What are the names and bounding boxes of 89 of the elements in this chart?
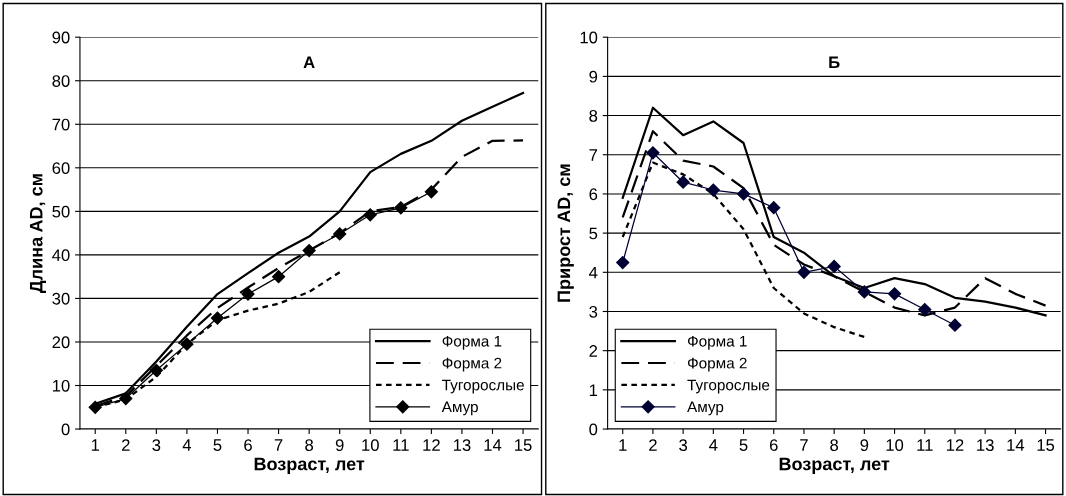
y-tick-label: 2 xyxy=(589,345,598,357)
x-tick-label: 15 xyxy=(515,439,532,451)
point xyxy=(394,201,408,215)
x-tick-label: 2 xyxy=(649,439,657,451)
legend-label: Тугорослые xyxy=(687,379,770,394)
x-tick-label: 13 xyxy=(453,439,471,451)
point xyxy=(676,175,690,189)
y-tick-label: 70 xyxy=(52,118,70,131)
y-tick-label: 10 xyxy=(580,31,598,44)
point xyxy=(948,318,962,332)
legend-label: Амур xyxy=(441,401,478,416)
point xyxy=(271,270,286,284)
legend-label: Форма 1 xyxy=(442,335,502,350)
point xyxy=(241,287,255,301)
y-axis-title: Длина AD, см xyxy=(29,174,46,294)
point xyxy=(149,363,163,377)
y-tick-label: 40 xyxy=(52,249,70,262)
y-tick-label: 90 xyxy=(52,31,70,44)
x-tick-label: 5 xyxy=(213,439,222,451)
text: А xyxy=(303,56,315,69)
x-tick-label: 8 xyxy=(830,439,839,451)
x-tick-label: 7 xyxy=(274,439,283,451)
x-tick-label: 12 xyxy=(946,439,964,451)
x-tick-label: 14 xyxy=(484,439,502,451)
point xyxy=(616,255,630,270)
x-tick-label: 11 xyxy=(393,439,409,451)
point xyxy=(88,400,102,414)
y-tick-label: 0 xyxy=(589,423,598,436)
point xyxy=(333,227,347,241)
y-tick-label: 80 xyxy=(52,75,70,87)
x-tick-label: 9 xyxy=(335,439,344,451)
y-tick-label: 7 xyxy=(589,149,598,161)
x-tick-label: 6 xyxy=(769,439,778,451)
y-tick-label: 60 xyxy=(52,162,70,175)
x-tick-label: 15 xyxy=(1037,439,1055,451)
point xyxy=(736,187,751,201)
point xyxy=(857,285,871,299)
point xyxy=(119,391,133,406)
x-tick-label: 8 xyxy=(305,439,314,451)
point xyxy=(827,259,841,274)
legend-label: Тугорослые xyxy=(442,379,524,394)
point xyxy=(180,337,194,351)
y-tick-label: 10 xyxy=(52,379,70,392)
y-axis-title: Прирост AD, см xyxy=(557,164,574,302)
x-tick-label: 11 xyxy=(917,439,933,451)
x-tick-label: 1 xyxy=(91,439,100,451)
x-tick-label: 9 xyxy=(860,439,869,451)
y-tick-label: 6 xyxy=(589,188,598,201)
x-tick-label: 6 xyxy=(244,439,252,451)
x-tick-label: 1 xyxy=(619,439,627,451)
point xyxy=(302,243,316,258)
y-tick-label: 9 xyxy=(589,70,598,83)
point xyxy=(424,185,438,199)
point xyxy=(646,146,660,160)
legend-label: Форма 2 xyxy=(442,357,502,372)
y-tick-label: 5 xyxy=(589,227,598,240)
y-tick-label: 3 xyxy=(589,305,598,318)
point xyxy=(706,183,720,197)
point xyxy=(887,287,902,301)
x-tick-label: 4 xyxy=(709,439,718,451)
y-tick-label: 4 xyxy=(589,266,598,279)
y-tick-label: 30 xyxy=(52,292,70,305)
x-tick-label: 3 xyxy=(679,439,688,451)
x-tick-label: 5 xyxy=(739,439,748,451)
legend-label: Амур xyxy=(687,401,724,416)
x-tick-label: 14 xyxy=(1007,439,1025,451)
x-tick-label: 10 xyxy=(886,439,904,451)
x-tick-label: 12 xyxy=(423,439,440,451)
y-tick-label: 50 xyxy=(52,205,70,218)
y-tick-label: 1 xyxy=(589,384,598,396)
point xyxy=(210,311,225,325)
point xyxy=(363,208,377,222)
point xyxy=(767,201,781,215)
y-tick-label: 0 xyxy=(61,423,70,436)
point xyxy=(918,302,932,317)
legend-label: Форма 1 xyxy=(687,335,747,350)
x-tick-label: 10 xyxy=(362,439,379,451)
legend-label: Форма 2 xyxy=(687,357,747,372)
x-tick-label: 4 xyxy=(182,439,192,451)
x-tick-label: 13 xyxy=(977,439,994,451)
x-tick-label: 7 xyxy=(800,439,808,451)
x-axis-title: Возраст, лет xyxy=(254,457,365,474)
y-tick-label: 20 xyxy=(52,336,70,349)
x-tick-label: 2 xyxy=(121,439,130,451)
point xyxy=(797,265,811,279)
text: Б xyxy=(829,56,840,69)
y-tick-label: 8 xyxy=(589,109,598,122)
x-tick-label: 3 xyxy=(152,439,161,451)
x-axis-title: Возраст, лет xyxy=(779,457,890,474)
